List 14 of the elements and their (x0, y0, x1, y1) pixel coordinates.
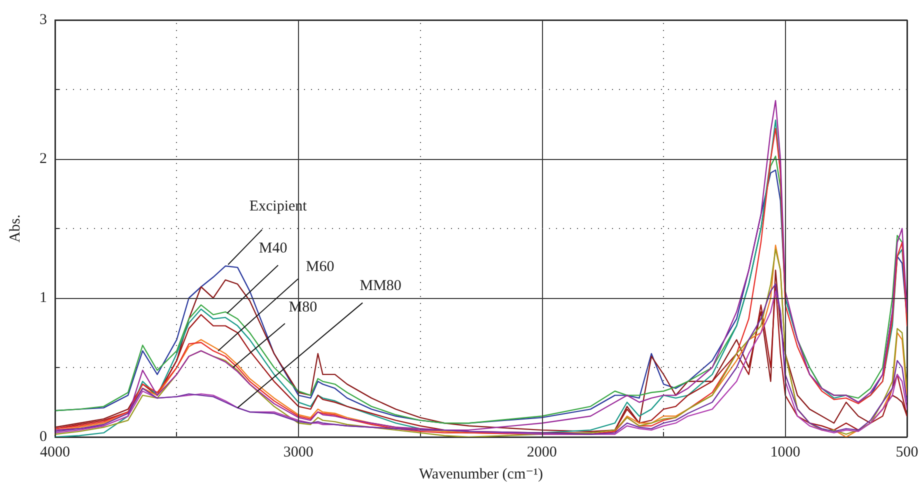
x-tick-label: 2000 (526, 444, 557, 460)
y-axis-title: Abs. (8, 214, 24, 242)
annotation: M60 (306, 258, 334, 275)
annotation: MM80 (360, 278, 402, 294)
x-tick-label: 4000 (40, 444, 70, 460)
x-tick-label: 3000 (283, 444, 314, 460)
y-tick-label: 3 (40, 12, 47, 28)
y-tick-label: 0 (40, 429, 47, 445)
x-tick-label: 1000 (770, 444, 800, 460)
y-tick-label: 2 (40, 151, 47, 167)
x-tick-label: 500 (896, 444, 918, 460)
annotation: M40 (258, 240, 288, 256)
x-axis-title: Wavenumber (cm⁻¹) (418, 466, 544, 482)
y-tick-label: 1 (40, 290, 47, 306)
